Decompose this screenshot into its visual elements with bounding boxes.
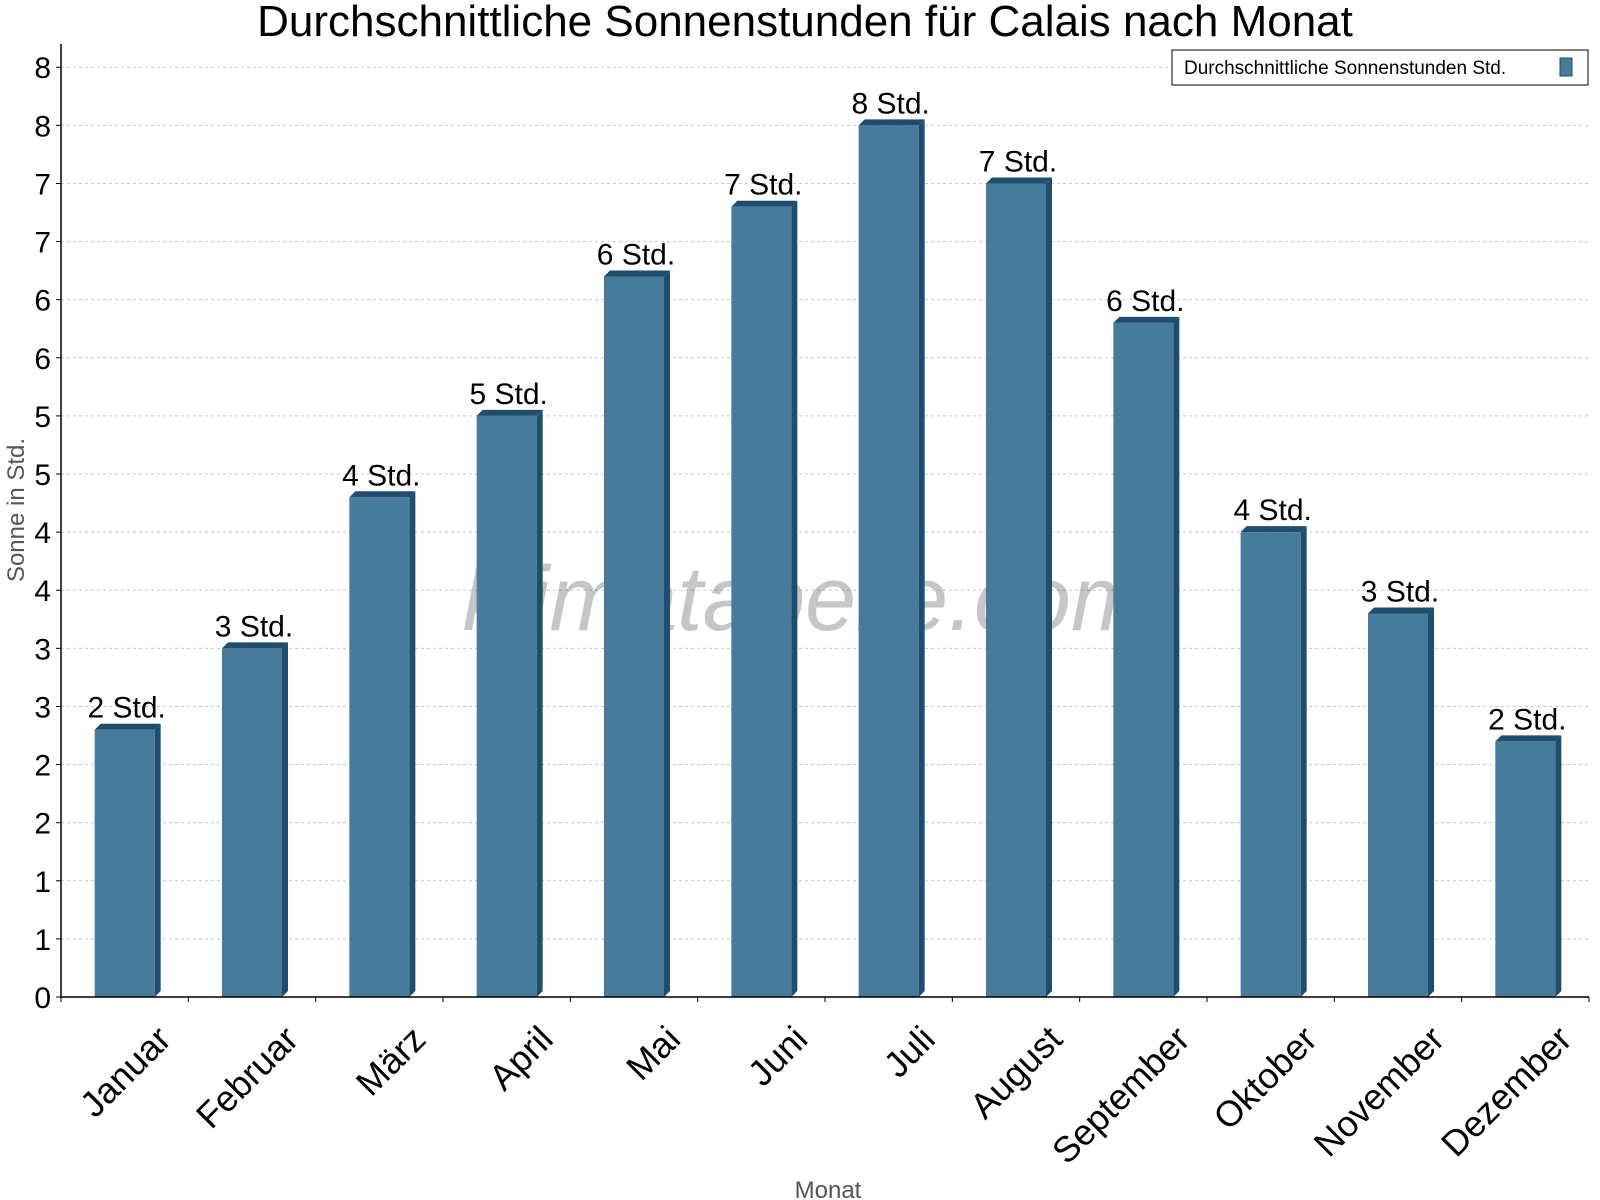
bars [94,119,1562,998]
x-tick-label: August [962,1018,1070,1126]
bar-top [731,200,798,207]
bar [222,648,282,997]
bar [986,183,1046,998]
y-tick-label: 2 [34,808,51,841]
y-tick-label: 7 [34,227,51,260]
chart-title: Durchschnittliche Sonnenstunden für Cala… [257,0,1353,46]
bar-top [986,177,1052,184]
data-label: 6 Std. [1106,285,1184,318]
bar-side [536,409,543,997]
legend-swatch [1559,57,1573,77]
bar-top [1368,607,1434,614]
data-label: 2 Std. [87,692,165,725]
y-tick-label: 5 [34,401,51,434]
x-axis-ticks: Januar Februar März April Mai Juni Juli AugustS… [60,997,1590,1172]
y-tick-label: 0 [34,982,51,1015]
x-tick-label: Oktober [1205,1018,1325,1138]
bar [604,276,664,997]
axes [60,44,1589,998]
grid-lines [61,66,1589,940]
bar-side [1173,316,1180,997]
bar-side [282,642,288,997]
y-axis-title: Sonne in Std. [3,438,30,582]
data-label: 3 Std. [215,610,293,643]
bar [731,206,792,997]
data-label: 7 Std. [724,169,802,202]
bar-top [476,409,543,416]
data-label: 6 Std. [597,238,675,271]
bar-side [154,723,161,997]
data-label: 7 Std. [979,145,1057,178]
y-tick-label: 8 [34,110,51,143]
data-label: 5 Std. [469,378,547,411]
y-tick-label: 6 [34,285,51,318]
bar-side [1046,177,1052,998]
y-tick-label: 4 [34,517,51,550]
data-label: 3 Std. [1361,575,1439,608]
bar [1368,613,1428,997]
bar-side [1428,607,1434,997]
bar [1240,532,1301,997]
x-axis-title: Monat [795,1177,862,1200]
x-tick-label: Juli [875,1018,942,1085]
y-tick-label: 6 [34,343,51,376]
bar-top [858,119,925,126]
data-label: 8 Std. [851,87,929,120]
bar-side [791,200,798,997]
bar [858,125,919,998]
bar [1113,322,1174,997]
y-tick-label: 4 [34,575,51,608]
bar [476,415,537,997]
bar-side [1300,526,1307,997]
data-label: 4 Std. [1233,494,1311,527]
bar [94,729,155,997]
bar-top [94,723,161,730]
x-tick-label: März [348,1018,434,1104]
y-tick-label: 1 [34,866,51,899]
y-tick-label: 7 [34,168,51,201]
y-tick-label: 3 [34,633,51,666]
x-tick-label: April [481,1018,561,1098]
y-tick-label: 3 [34,691,51,724]
bar [1495,741,1556,997]
bar-top [349,491,416,498]
legend-label: Durchschnittliche Sonnenstunden Std. [1184,58,1506,79]
y-tick-label: 2 [34,750,51,783]
bar-side [918,119,925,998]
y-axis-ticks: 0 1 1 2 2 3 3 4 4 5 5 6 6 7 7 8 8 [34,52,61,1015]
y-tick-label: 1 [34,924,51,957]
legend-box [1171,49,1589,86]
x-tick-label: November [1306,1018,1452,1164]
y-tick-label: 8 [34,52,51,85]
x-tick-label: Juni [740,1018,816,1094]
x-tick-label: Januar [72,1018,179,1125]
bar-top [1240,526,1307,533]
bar-top [604,270,670,277]
bar-side [664,270,670,997]
x-tick-label: Mai [618,1018,688,1088]
legend: Durchschnittliche Sonnenstunden Std. [1171,49,1589,86]
bar-top [1113,316,1180,323]
bar-top [1495,735,1562,742]
data-label: 2 Std. [1488,703,1566,736]
bar-side [1555,735,1562,997]
x-tick-label: Dezember [1433,1018,1579,1164]
bar-side [409,491,416,997]
bar [349,497,410,997]
x-tick-label: Februar [188,1018,306,1136]
bar-top [222,642,288,649]
data-labels: 2 Std. 3 Std. 4 Std. 5 Std. 6 Std. 7 Std. 8 St… [87,87,1566,736]
data-label: 4 Std. [342,459,420,492]
x-tick-label: September [1044,1018,1198,1172]
y-tick-label: 5 [34,459,51,492]
